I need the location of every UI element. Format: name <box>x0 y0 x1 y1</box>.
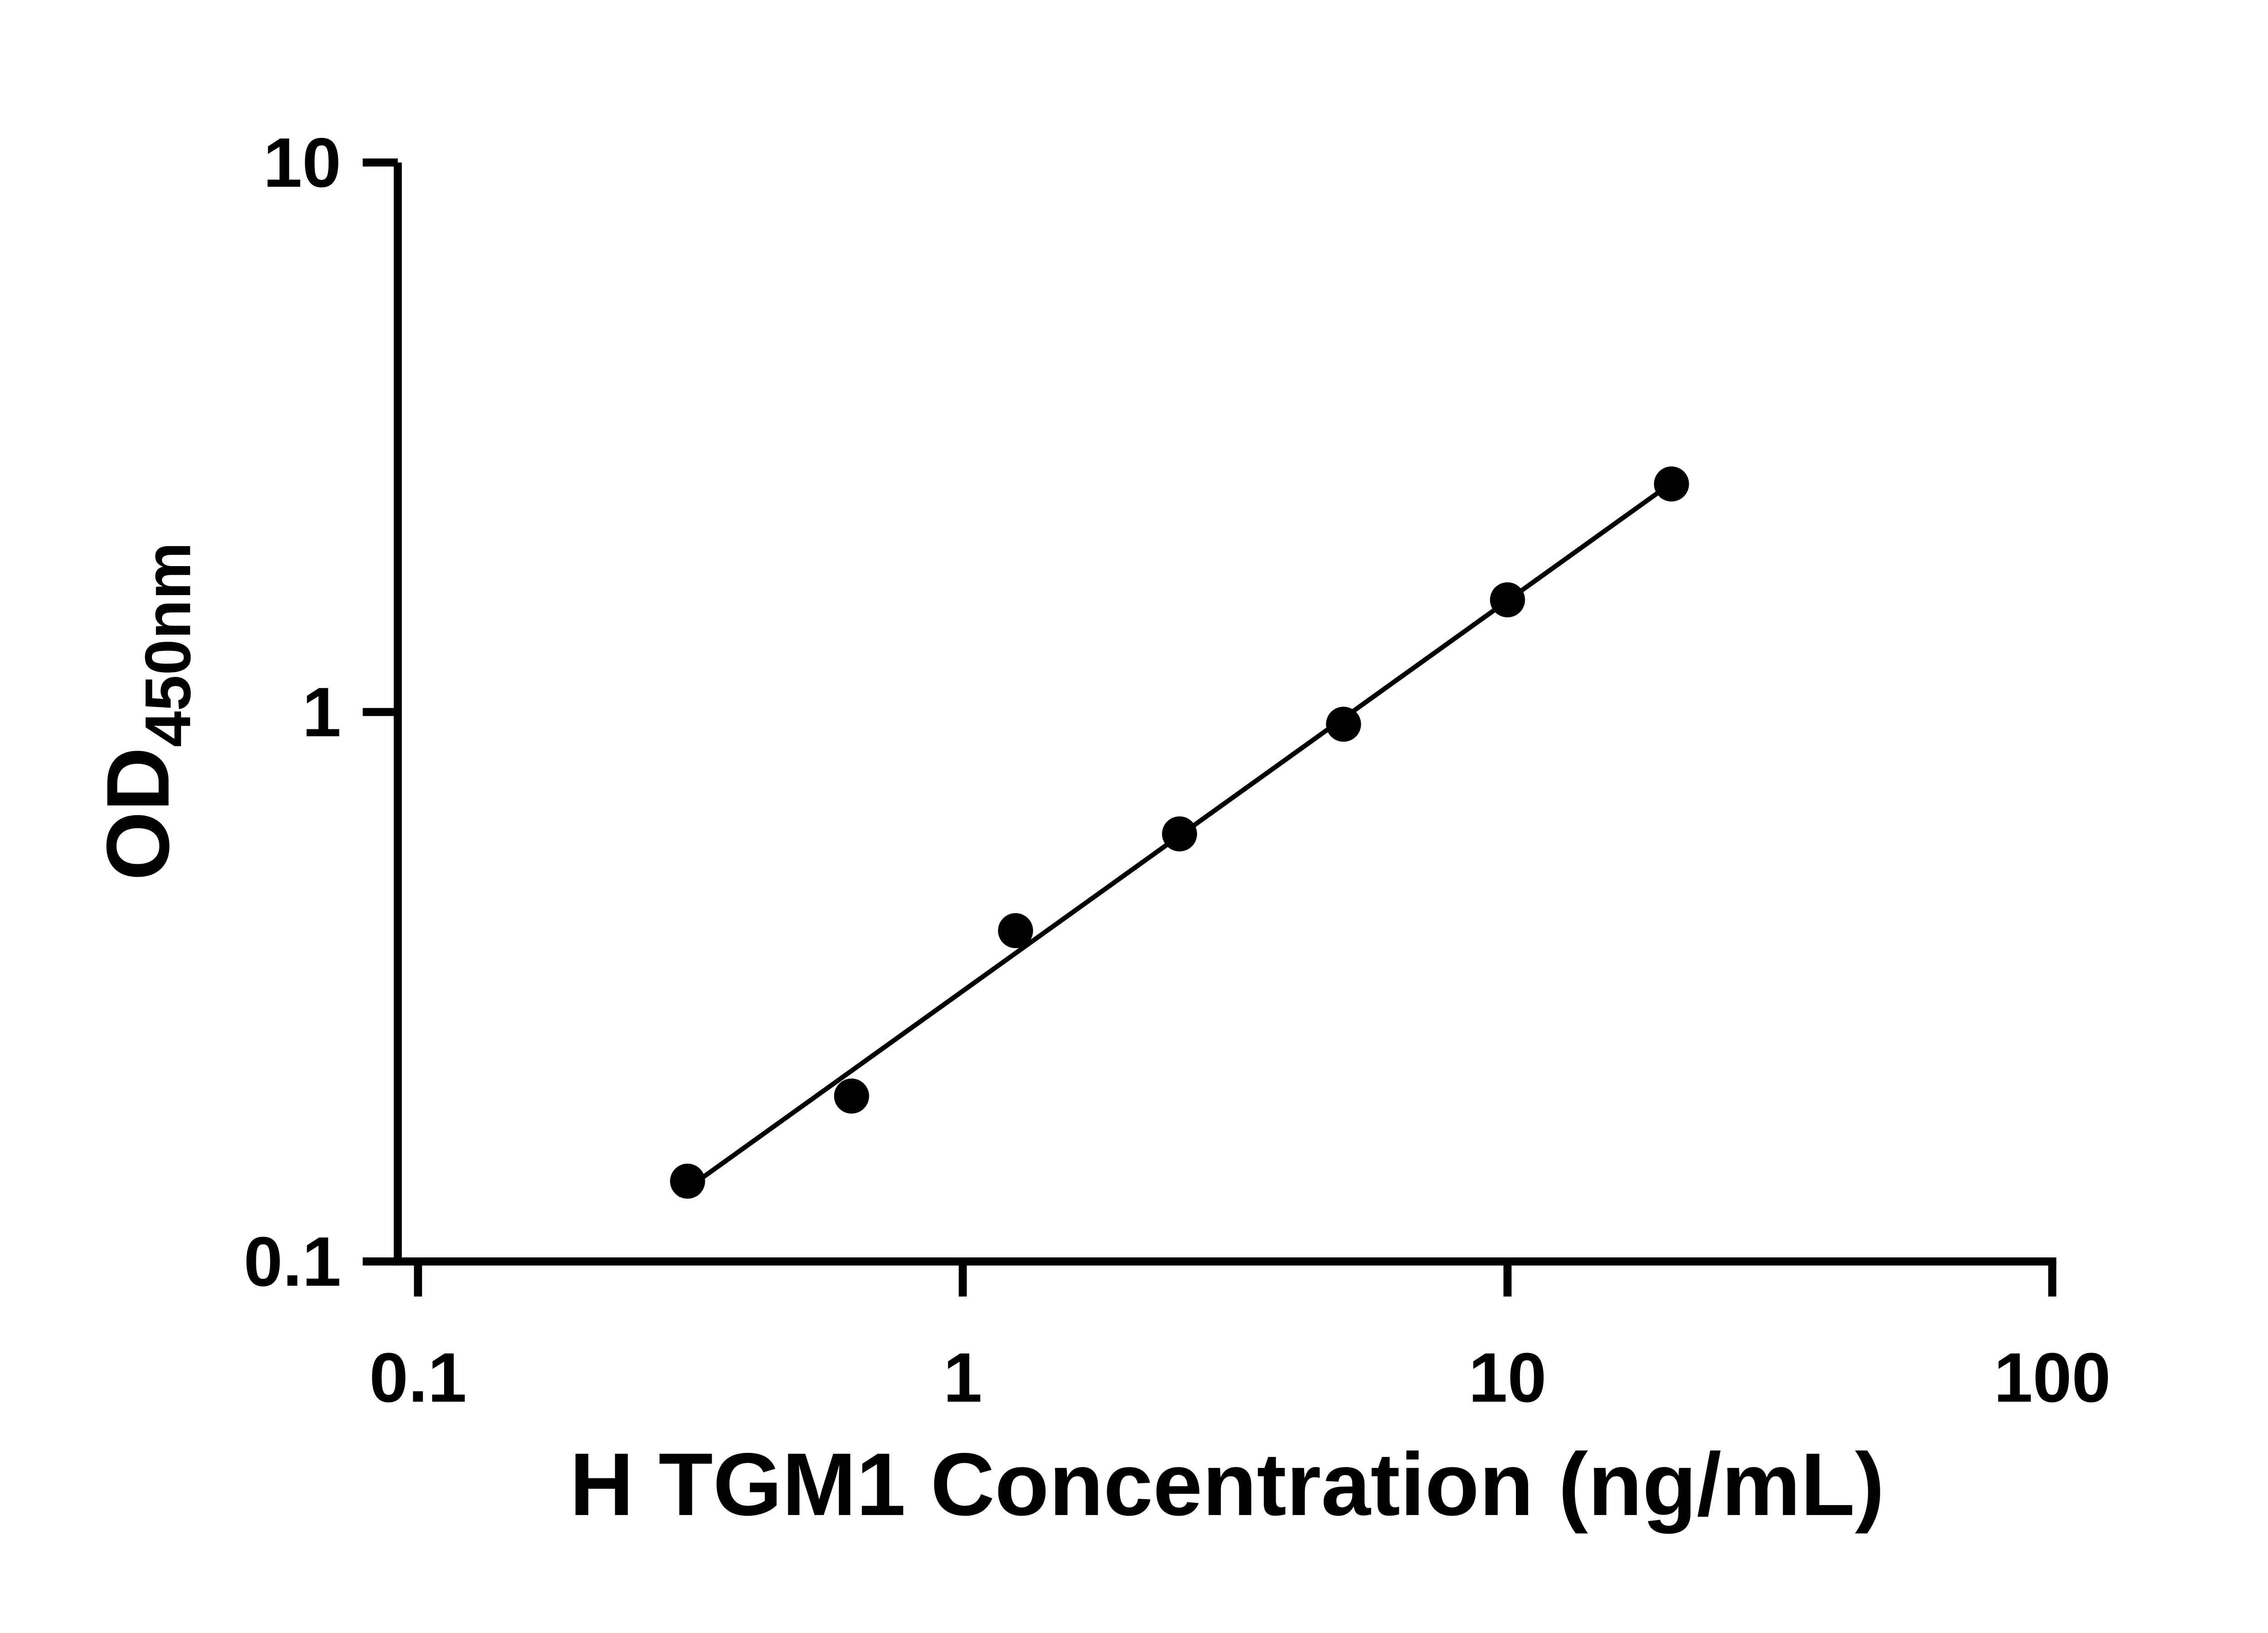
y-axis-tick-label: 1 <box>302 673 341 751</box>
y-axis-tick-label: 10 <box>263 123 341 202</box>
data-point <box>834 1078 869 1114</box>
axes-layer: 0.1 1 10 100 0.1 1 10 <box>244 123 2111 1417</box>
x-axis-tick-label: 0.1 <box>369 1338 467 1417</box>
x-axis-tick-label: 10 <box>1468 1338 1546 1417</box>
x-axis-tick-label: 1 <box>943 1338 982 1417</box>
y-axis-tick-label: 0.1 <box>244 1222 341 1301</box>
data-point <box>1326 706 1361 742</box>
y-axis-title-sub: 450nm <box>132 542 204 747</box>
data-point <box>670 1164 705 1199</box>
data-point <box>1162 816 1198 852</box>
data-point <box>1654 466 1689 502</box>
y-axis-title-main: OD <box>88 747 188 880</box>
data-point <box>1490 582 1525 618</box>
x-axis-title: H TGM1 Concentration (ng/mL) <box>570 1434 1885 1534</box>
y-axis-title: OD450nm <box>88 542 205 880</box>
series-layer <box>670 466 1689 1199</box>
x-axis-tick-label: 100 <box>1994 1338 2111 1417</box>
data-point <box>998 913 1033 949</box>
